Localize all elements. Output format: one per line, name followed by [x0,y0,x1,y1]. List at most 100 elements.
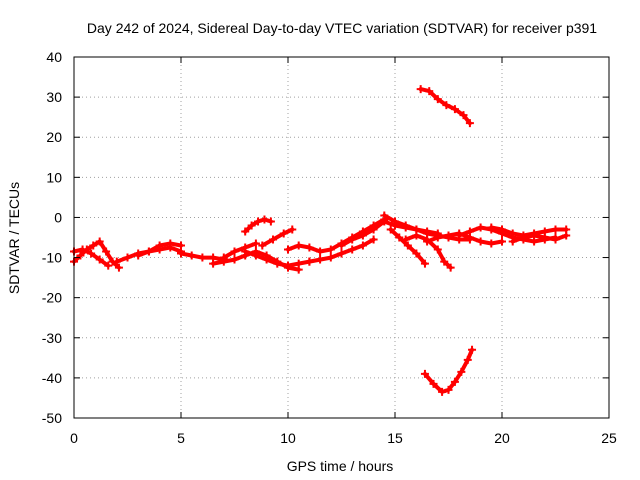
data-point-marker [279,229,288,238]
data-point-marker [273,259,282,268]
data-point-marker [369,225,378,234]
series-track-09 [258,225,297,250]
series-track-07 [219,239,260,262]
data-point-marker [294,259,303,268]
data-point-marker [446,263,455,272]
y-axis-label: SDTVAR / TECUs [6,182,22,294]
y-tick-label: -40 [42,370,62,386]
data-point-marker [251,239,260,248]
data-point-marker [76,251,85,260]
data-point-marker [269,235,278,244]
data-point-marker [358,241,367,250]
data-point-marker [316,247,325,256]
data-point-marker [258,241,267,250]
data-point-marker [444,385,453,394]
data-point-marker [508,229,517,238]
data-point-marker [95,255,104,264]
data-point-marker [177,241,185,250]
series-track-21 [416,85,474,128]
data-point-marker [104,261,113,270]
data-point-marker [440,257,449,266]
x-tick-label: 20 [494,430,510,446]
data-point-marker [78,245,87,254]
data-point-marker [429,379,438,388]
y-tick-label: 10 [46,169,62,185]
y-tick-label: 20 [46,129,62,145]
y-tick-label: -50 [42,410,62,426]
series-track-20 [508,231,571,246]
x-tick-label: 5 [177,430,185,446]
data-point-marker [95,237,104,246]
data-point-marker [337,249,346,258]
data-point-marker [198,253,207,262]
data-point-marker [530,231,539,240]
data-point-marker [416,85,425,94]
data-point-marker [476,237,485,246]
data-point-marker [155,241,164,250]
series-track-22 [420,345,477,396]
data-point-marker [102,247,111,256]
data-point-marker [166,239,175,248]
data-point-marker [114,263,123,272]
data-point-marker [450,377,459,386]
series-track-08 [241,215,275,236]
y-tick-label: 30 [46,89,62,105]
data-point-marker [433,245,442,254]
data-point-marker [87,249,96,258]
data-point-marker [89,241,98,250]
data-point-marker [498,225,506,234]
series-trace [221,241,258,260]
data-point-marker [487,239,496,248]
data-point-marker [420,369,429,378]
data-point-marker [450,105,459,114]
data-point-marker [251,251,260,260]
data-point-marker [391,217,399,226]
x-tick-label: 25 [601,430,617,446]
data-point-marker [498,237,506,246]
y-tick-label: -10 [42,250,62,266]
data-point-marker [348,245,357,254]
data-point-marker [401,235,410,244]
data-point-marker [219,253,228,262]
data-point-marker [457,367,466,376]
data-point-marker [403,241,412,250]
x-tick-label: 15 [387,430,403,446]
data-point-marker [380,211,389,220]
data-point-marker [262,255,271,264]
data-point-marker [230,255,239,264]
data-point-marker [551,235,560,244]
chart-title: Day 242 of 2024, Sidereal Day-to-day VTE… [87,20,597,36]
data-layer [70,85,571,396]
data-point-marker [487,223,496,232]
series-track-12 [305,235,378,266]
data-point-marker [294,241,303,250]
data-point-marker [438,387,447,396]
data-point-marker [455,231,464,240]
data-point-marker [476,223,485,232]
tick-layer: 0 5 10 15 20 25 -50 -40 -30 -20 -10 0 10 20 30 40 [42,49,617,446]
data-point-marker [305,243,314,252]
series-track-04 [134,239,185,260]
data-point-marker [562,231,571,240]
data-point-marker [395,233,404,242]
data-point-marker [284,245,292,254]
data-point-marker [230,247,239,256]
plot-frame [73,56,610,419]
data-point-marker [465,227,474,236]
series-trace [72,239,121,270]
grid-layer [74,57,609,418]
series-trace [260,227,295,248]
data-point-marker [465,119,474,128]
data-point-marker [401,221,410,230]
data-point-marker [444,231,453,240]
data-point-marker [551,225,560,234]
data-point-marker [144,247,153,256]
data-point-marker [348,235,357,244]
data-point-marker [468,345,477,354]
data-point-marker [266,217,275,226]
data-point-marker [442,101,451,110]
y-tick-label: 0 [54,209,62,225]
data-point-marker [247,221,256,230]
data-point-marker [425,87,434,96]
